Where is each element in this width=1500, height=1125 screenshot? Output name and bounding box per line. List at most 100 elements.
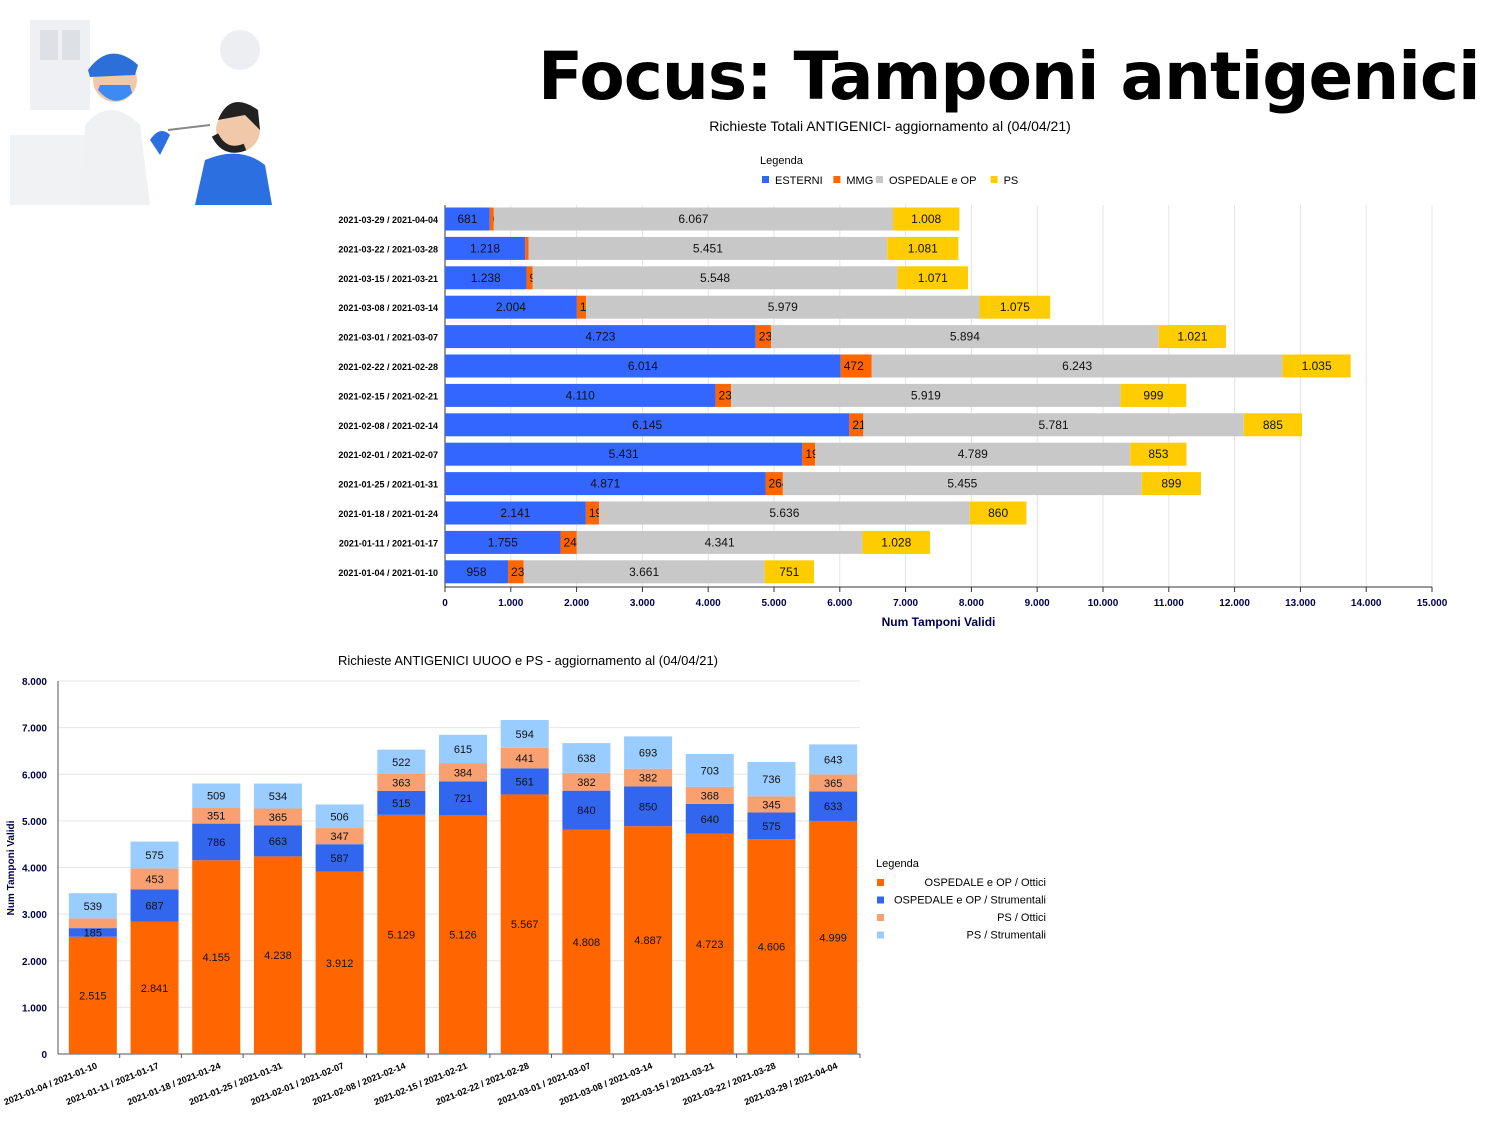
y-tick-label: 2.000 [22, 957, 47, 968]
bar-segment [969, 501, 1027, 525]
bar-segment [445, 325, 756, 349]
bar-segment [445, 295, 577, 319]
bar-value-label: 539 [84, 901, 102, 913]
bar-segment [526, 266, 533, 290]
bar-value-label: 3.661 [629, 565, 659, 579]
swab-test-illustration-icon [10, 15, 300, 210]
bar-segment [747, 839, 796, 1054]
horizontal-stacked-bar-chart: Richieste Totali ANTIGENICI- aggiornamen… [338, 118, 1447, 629]
x-tick-label: 5.000 [761, 598, 786, 609]
y-category-label: 2021-03-15 / 2021-03-21 [338, 274, 438, 284]
bar-segment [377, 790, 426, 815]
bar-segment [802, 442, 816, 466]
bar-value-label: 382 [577, 777, 595, 789]
bar-value-label: 681 [457, 212, 477, 226]
bar-segment [130, 921, 179, 1054]
legend-swatch [877, 931, 884, 939]
bar-segment [562, 790, 611, 830]
y-tick-label: 7.000 [22, 724, 47, 735]
y-category-label: 2021-03-22 / 2021-03-28 [338, 244, 438, 254]
bar-segment [500, 794, 549, 1054]
bar-value-label: 687 [145, 901, 163, 913]
legend-swatch [877, 914, 884, 921]
bar-segment [377, 773, 426, 791]
bar-segment [377, 749, 426, 774]
bar-value-label: 561 [516, 776, 534, 788]
bar-value-label: 382 [639, 773, 657, 785]
bar-value-label: 345 [762, 799, 780, 811]
bar-segment [782, 472, 1142, 496]
bar-segment [1141, 472, 1201, 496]
bar-value-label: 736 [762, 774, 780, 786]
bar-segment [253, 856, 302, 1054]
bar-segment [586, 295, 980, 319]
bar-value-label: 2.515 [79, 990, 107, 1002]
legend-title: Legenda [876, 858, 920, 870]
bar-segment [445, 413, 850, 437]
bar-segment [508, 560, 524, 584]
bar-value-label: 860 [988, 506, 1008, 520]
y-axis-label: Num Tamponi Validi [6, 820, 17, 915]
bar-segment [1130, 442, 1187, 466]
bar-segment [764, 560, 815, 584]
legend-label: ESTERNI [775, 175, 823, 187]
y-tick-label: 5.000 [22, 817, 47, 828]
bar-segment [809, 791, 858, 821]
bar-segment [809, 744, 858, 775]
bar-segment [685, 803, 734, 834]
bar-value-label: 185 [84, 927, 102, 939]
bar-value-label: 5.919 [911, 388, 941, 402]
bar-segment [1282, 354, 1351, 378]
bar-value-label: 4.871 [590, 477, 620, 491]
bar-value-label: 5.636 [769, 506, 799, 520]
bar-segment [445, 501, 586, 525]
bar-segment [624, 826, 673, 1054]
bar-segment [562, 829, 611, 1054]
y-tick-label: 1.000 [22, 1003, 47, 1014]
bar-segment [562, 743, 611, 773]
bar-value-label: 347 [330, 831, 348, 843]
bar-value-label: 885 [1263, 418, 1283, 432]
bar-segment [500, 747, 549, 769]
bar-segment [624, 768, 673, 787]
x-tick-label: 10.000 [1088, 598, 1119, 609]
bar-value-label: 4.110 [566, 388, 595, 402]
legend-title: Legenda [760, 155, 804, 167]
bar-segment [315, 804, 364, 829]
bar-value-label: 899 [1161, 477, 1181, 491]
bar-value-label: 515 [392, 798, 410, 810]
bar-value-label: 4.238 [264, 950, 292, 962]
chart-title: Richieste Totali ANTIGENICI- aggiornamen… [709, 118, 1071, 134]
bar-segment [68, 928, 117, 937]
legend-swatch [990, 176, 998, 183]
bar-segment [489, 207, 494, 231]
bar-value-label: 5.129 [388, 929, 416, 941]
bar-segment [130, 841, 179, 869]
bar-value-label: 5.894 [950, 330, 980, 344]
bar-value-label: 4.887 [634, 935, 662, 947]
bar-value-label: 999 [1143, 388, 1163, 402]
bar-value-label: 594 [516, 729, 534, 741]
y-category-label: 2021-01-11 / 2021-01-17 [339, 538, 438, 548]
bar-value-label: 721 [454, 793, 472, 805]
legend-swatch [762, 176, 769, 183]
bar-segment [445, 236, 526, 260]
x-tick-label: 6.000 [827, 598, 852, 609]
legend-swatch [833, 176, 841, 183]
bar-segment [893, 207, 960, 231]
bar-value-label: 363 [392, 777, 410, 789]
y-tick-label: 3.000 [22, 910, 47, 921]
bar-segment [585, 501, 599, 525]
legend-label: OSPEDALE e OP [889, 175, 976, 187]
bar-value-label: 5.451 [693, 241, 723, 255]
bar-value-label: 575 [145, 850, 163, 862]
bar-segment [253, 783, 302, 809]
bar-value-label: 4.723 [585, 330, 615, 344]
bar-segment [445, 530, 561, 554]
bar-segment [445, 442, 803, 466]
bar-value-label: 441 [516, 753, 534, 765]
bar-segment [523, 560, 765, 584]
y-category-label: 2021-02-15 / 2021-02-21 [338, 391, 438, 401]
